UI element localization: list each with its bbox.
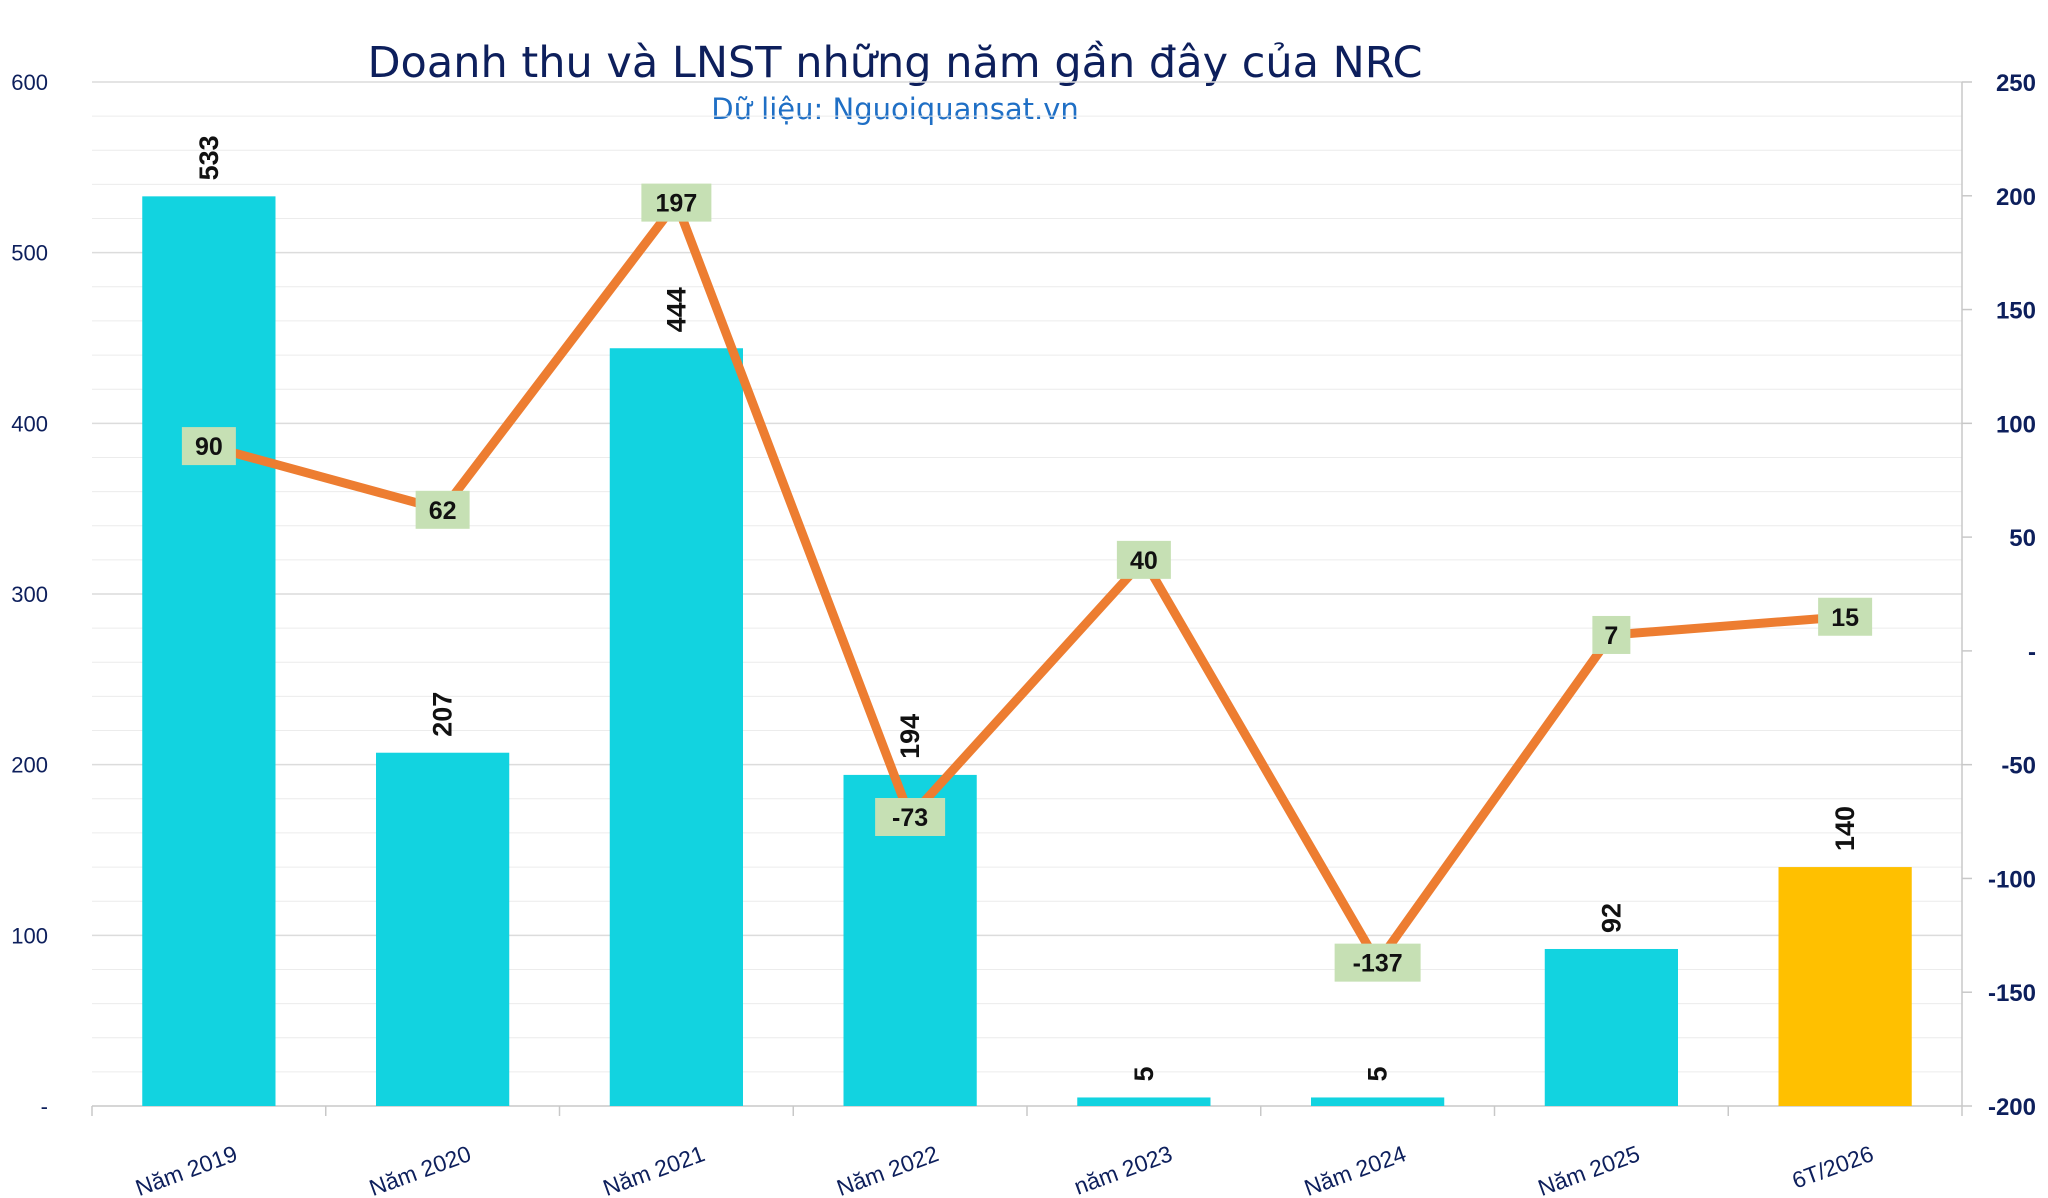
bar-value-label: 533 [194, 135, 224, 180]
y-right-tick-label: -150 [1988, 980, 2036, 1007]
y-right-tick-label: 50 [2009, 525, 2036, 552]
line-label-box [641, 183, 712, 222]
bar [1077, 1097, 1211, 1106]
x-tick-label: Năm 2021 [599, 1140, 708, 1198]
x-tick-label: năm 2023 [1071, 1140, 1176, 1198]
line-label-box [1592, 615, 1631, 654]
line-value-label: -137 [1353, 950, 1403, 978]
bar-value-label: 5 [1129, 1066, 1159, 1081]
bar [376, 752, 510, 1106]
line-series-lnst [204, 198, 1850, 968]
line-label-box [1818, 597, 1873, 636]
x-tick-label: Năm 2022 [833, 1140, 942, 1198]
x-tick-label: Năm 2024 [1301, 1140, 1410, 1198]
chart-title: Doanh thu và LNST những năm gần đây của … [367, 38, 1423, 88]
line-value-label: 62 [429, 497, 457, 525]
y-right-tick-label: 100 [1996, 411, 2036, 438]
line-label-box [415, 490, 470, 529]
chart-subtitle: Dữ liệu: Nguoiquansat.vn [711, 92, 1079, 126]
y-left-tick-label: 100 [11, 923, 48, 948]
y-left-tick-label: 600 [11, 70, 48, 95]
bar [142, 196, 276, 1106]
x-tick-label: Năm 2020 [366, 1140, 475, 1198]
y-right-tick-label: 200 [1996, 184, 2036, 211]
line-value-label: 7 [1604, 622, 1618, 650]
x-tick-label: 6T/2026 [1789, 1140, 1877, 1193]
y-left-tick-label: 200 [11, 753, 48, 778]
y-right-tick-label: 250 [1996, 70, 2036, 97]
bar [1311, 1097, 1445, 1106]
line-label-box [181, 427, 236, 466]
line-label-box [875, 798, 946, 837]
y-left-tick-label: 500 [11, 241, 48, 266]
y-right-tick-label: - [2028, 639, 2036, 666]
bar-value-label: 92 [1596, 903, 1626, 933]
bar-value-label: 194 [895, 714, 925, 759]
y-left-tick-label: 300 [11, 582, 48, 607]
y-right-tick-label: 150 [1996, 298, 2036, 325]
line-value-label: 40 [1130, 547, 1158, 575]
bar [1778, 867, 1912, 1106]
y-left-tick-label: - [41, 1094, 48, 1119]
x-tick-label: Năm 2019 [132, 1140, 241, 1198]
bar-value-label: 140 [1830, 806, 1860, 851]
bar-value-label: 207 [428, 692, 458, 737]
line-value-label: 197 [656, 190, 698, 218]
x-tick-label: Năm 2025 [1534, 1140, 1643, 1198]
bar [609, 348, 743, 1106]
bar-value-label: 444 [661, 287, 691, 332]
line-value-label: -73 [892, 804, 928, 832]
y-right-tick-label: -100 [1988, 866, 2036, 893]
y-left-tick-label: 400 [11, 411, 48, 436]
line-value-label: 90 [195, 433, 223, 461]
bar-value-label: 5 [1363, 1066, 1393, 1081]
line-label-box [1334, 943, 1421, 982]
line-label-box [1116, 540, 1171, 579]
bar [1544, 948, 1678, 1106]
y-right-tick-label: -200 [1988, 1094, 2036, 1121]
y-right-tick-label: -50 [2001, 753, 2036, 780]
line-value-label: 15 [1831, 604, 1859, 632]
